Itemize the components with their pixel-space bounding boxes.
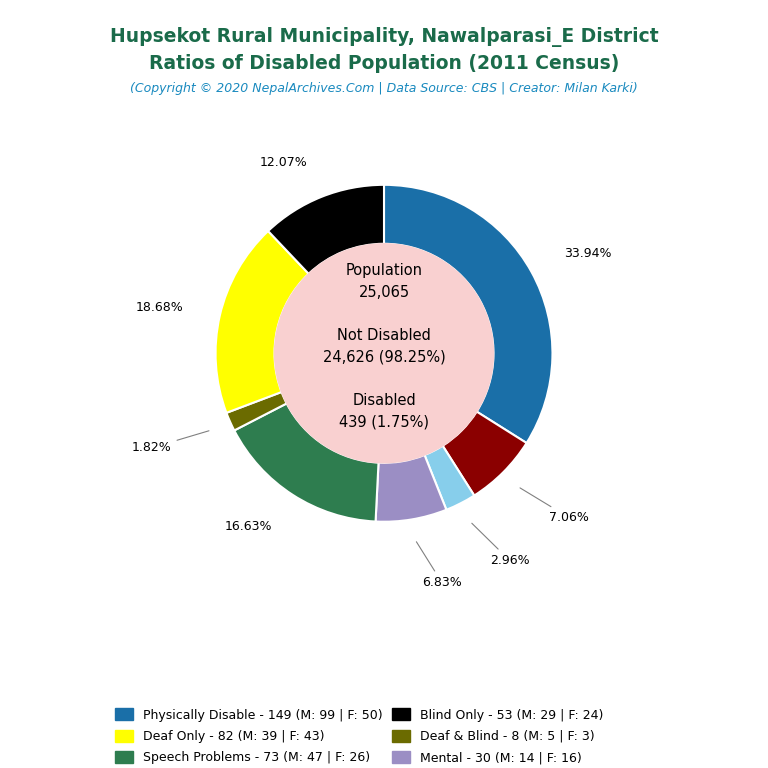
Text: 33.94%: 33.94%: [564, 247, 611, 260]
Wedge shape: [216, 231, 309, 413]
Wedge shape: [376, 455, 446, 521]
Wedge shape: [227, 392, 286, 430]
Wedge shape: [268, 185, 384, 274]
Wedge shape: [425, 445, 475, 510]
Text: Hupsekot Rural Municipality, Nawalparasi_E District: Hupsekot Rural Municipality, Nawalparasi…: [110, 27, 658, 47]
Wedge shape: [384, 185, 552, 443]
Text: 12.07%: 12.07%: [260, 156, 308, 169]
Wedge shape: [442, 412, 527, 495]
Text: 6.83%: 6.83%: [416, 541, 462, 589]
Text: 16.63%: 16.63%: [225, 519, 273, 532]
Circle shape: [274, 243, 494, 463]
Text: 2.96%: 2.96%: [472, 523, 529, 567]
Text: 7.06%: 7.06%: [520, 488, 588, 524]
Text: 1.82%: 1.82%: [132, 431, 209, 455]
Legend: Physically Disable - 149 (M: 99 | F: 50), Deaf Only - 82 (M: 39 | F: 43), Speech: Physically Disable - 149 (M: 99 | F: 50)…: [115, 708, 653, 768]
Text: 18.68%: 18.68%: [136, 301, 184, 314]
Wedge shape: [234, 403, 379, 521]
Text: (Copyright © 2020 NepalArchives.Com | Data Source: CBS | Creator: Milan Karki): (Copyright © 2020 NepalArchives.Com | Da…: [130, 82, 638, 95]
Text: Population
25,065

Not Disabled
24,626 (98.25%)

Disabled
439 (1.75%): Population 25,065 Not Disabled 24,626 (9…: [323, 263, 445, 429]
Text: Ratios of Disabled Population (2011 Census): Ratios of Disabled Population (2011 Cens…: [149, 54, 619, 73]
